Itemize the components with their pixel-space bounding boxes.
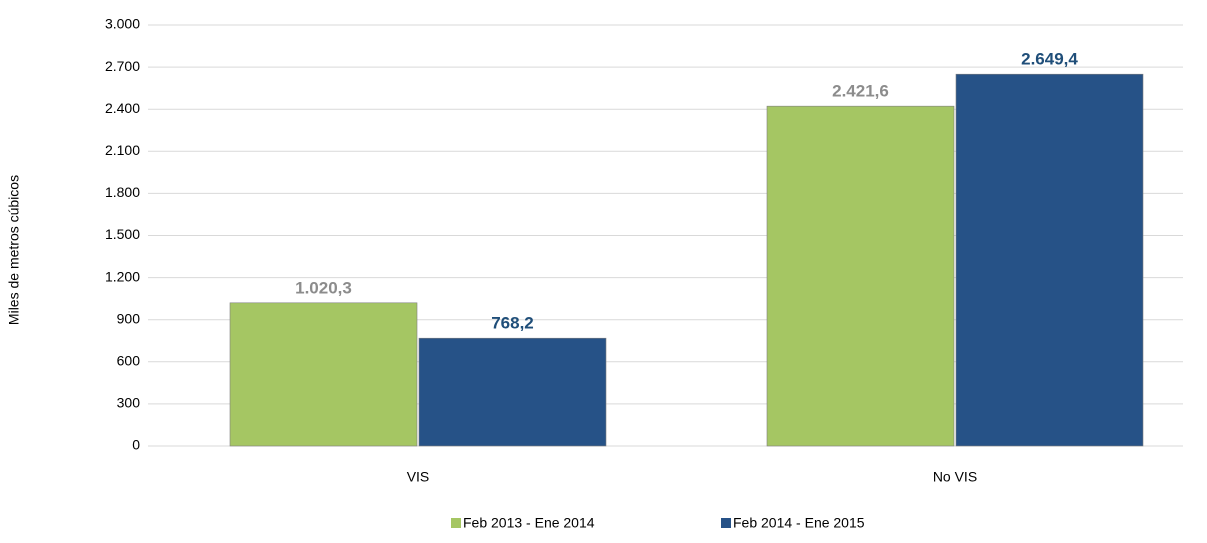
bar bbox=[766, 105, 955, 447]
y-tick-label: 3.000 bbox=[105, 16, 140, 32]
y-tick-label: 2.700 bbox=[105, 58, 140, 74]
bar bbox=[229, 302, 418, 447]
y-tick-label: 600 bbox=[117, 353, 141, 369]
legend-label: Feb 2014 - Ene 2015 bbox=[733, 515, 865, 531]
y-tick-label: 900 bbox=[117, 310, 141, 326]
bar bbox=[418, 337, 607, 447]
data-label: 1.020,3 bbox=[295, 278, 352, 297]
y-tick-label: 0 bbox=[132, 437, 140, 453]
y-tick-label: 2.400 bbox=[105, 100, 140, 116]
legend-label: Feb 2013 - Ene 2014 bbox=[463, 515, 595, 531]
legend-marker bbox=[721, 518, 731, 528]
legend-marker bbox=[451, 518, 461, 528]
data-label: 2.421,6 bbox=[832, 82, 889, 101]
y-tick-label: 1.500 bbox=[105, 226, 140, 242]
y-tick-label: 1.200 bbox=[105, 268, 140, 284]
bar bbox=[955, 73, 1144, 447]
data-label: 768,2 bbox=[491, 314, 534, 333]
x-tick-label: VIS bbox=[407, 469, 430, 485]
x-tick-label: No VIS bbox=[933, 469, 977, 485]
y-axis-label: Miles de metros cúbicos bbox=[6, 175, 22, 325]
y-tick-label: 1.800 bbox=[105, 184, 140, 200]
y-tick-label: 300 bbox=[117, 395, 141, 411]
data-label: 2.649,4 bbox=[1021, 50, 1078, 69]
y-tick-label: 2.100 bbox=[105, 142, 140, 158]
